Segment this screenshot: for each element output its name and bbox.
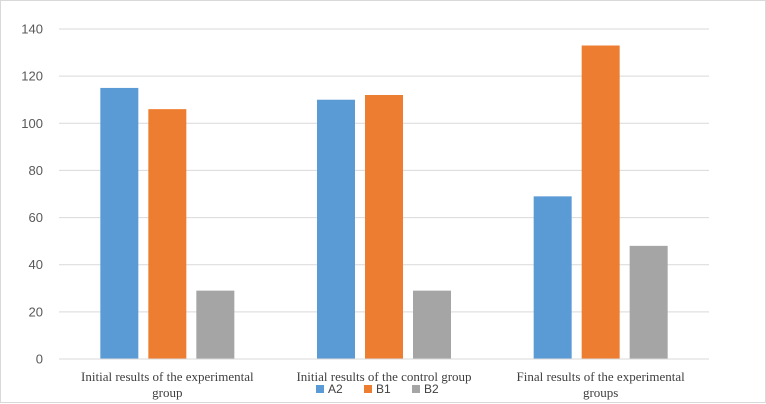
bar-b2-1 — [413, 290, 451, 359]
legend-label-b2: B2 — [424, 382, 439, 396]
bar-b1-1 — [365, 95, 403, 359]
y-tick-label: 60 — [29, 210, 43, 225]
y-tick-label: 100 — [21, 116, 43, 131]
category-label: Initial results of the experimental — [81, 369, 254, 384]
legend-swatch-a2 — [316, 385, 324, 393]
legend-label-b1: B1 — [376, 382, 391, 396]
x-axis: Initial results of the experimentalgroup… — [59, 358, 709, 400]
bar-a2-2 — [533, 196, 572, 359]
bar-a2-0 — [100, 87, 139, 359]
bar-a2-1 — [317, 99, 355, 359]
category-label: Initial results of the control group — [296, 369, 471, 384]
y-tick-label: 140 — [21, 22, 43, 37]
y-tick-label: 0 — [36, 352, 43, 367]
y-axis-ticks: 0 20 40 60 80 100 120 140 — [21, 22, 43, 367]
bar-b2-2 — [629, 245, 668, 359]
bar-b2-0 — [196, 290, 235, 359]
legend-swatch-b2 — [412, 385, 420, 393]
bars — [100, 45, 668, 360]
y-tick-label: 120 — [21, 69, 43, 84]
category-label: group — [152, 385, 182, 400]
bar-b1-0 — [148, 109, 187, 360]
legend: A2 B1 B2 — [316, 382, 439, 396]
legend-label-a2: A2 — [328, 382, 343, 396]
category-label: Final results of the experimental — [517, 369, 686, 384]
y-tick-label: 40 — [29, 257, 43, 272]
bar-b1-2 — [581, 45, 620, 359]
category-label: groups — [583, 385, 618, 400]
y-tick-label: 80 — [29, 163, 43, 178]
legend-swatch-b1 — [364, 385, 372, 393]
y-tick-label: 20 — [29, 304, 43, 319]
